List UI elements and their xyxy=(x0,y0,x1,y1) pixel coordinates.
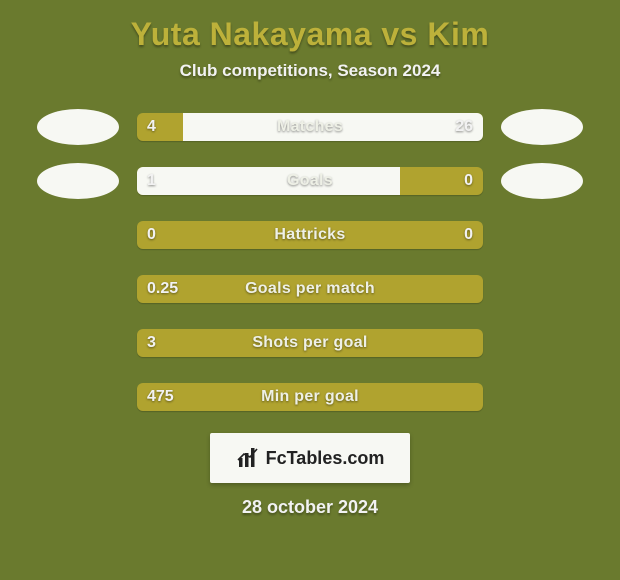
date-label: 28 october 2024 xyxy=(8,497,612,518)
stat-row: 3Shots per goal xyxy=(8,325,612,361)
stat-bar: 00Hattricks xyxy=(137,221,483,249)
avatar-spacer xyxy=(501,217,583,253)
stat-bar: 3Shots per goal xyxy=(137,329,483,357)
logo-badge[interactable]: FcTables.com xyxy=(210,433,410,483)
avatar-spacer xyxy=(37,217,119,253)
stat-label: Min per goal xyxy=(137,383,483,411)
avatar-spacer xyxy=(501,325,583,361)
player-left-avatar xyxy=(37,163,119,199)
player-right-avatar xyxy=(501,109,583,145)
avatar-spacer xyxy=(501,379,583,415)
chart-icon xyxy=(236,446,260,470)
stat-row: 426Matches xyxy=(8,109,612,145)
stat-bar: 426Matches xyxy=(137,113,483,141)
page-title: Yuta Nakayama vs Kim xyxy=(8,16,612,53)
stat-label: Goals xyxy=(137,167,483,195)
stat-row: 10Goals xyxy=(8,163,612,199)
stat-label: Matches xyxy=(137,113,483,141)
stat-bar: 0.25Goals per match xyxy=(137,275,483,303)
player-left-avatar xyxy=(37,109,119,145)
stat-label: Goals per match xyxy=(137,275,483,303)
subtitle: Club competitions, Season 2024 xyxy=(8,61,612,81)
stat-label: Shots per goal xyxy=(137,329,483,357)
stat-bar: 10Goals xyxy=(137,167,483,195)
avatar-spacer xyxy=(37,325,119,361)
stat-label: Hattricks xyxy=(137,221,483,249)
avatar-spacer xyxy=(37,271,119,307)
player-right-avatar xyxy=(501,163,583,199)
stat-row: 475Min per goal xyxy=(8,379,612,415)
stat-bar: 475Min per goal xyxy=(137,383,483,411)
stat-row: 0.25Goals per match xyxy=(8,271,612,307)
stat-row: 00Hattricks xyxy=(8,217,612,253)
comparison-card: Yuta Nakayama vs Kim Club competitions, … xyxy=(0,0,620,580)
avatar-spacer xyxy=(501,271,583,307)
logo-text: FcTables.com xyxy=(266,448,385,469)
avatar-spacer xyxy=(37,379,119,415)
stats-container: 426Matches 10Goals 00Hattricks 0.25Goals pe… xyxy=(8,109,612,415)
